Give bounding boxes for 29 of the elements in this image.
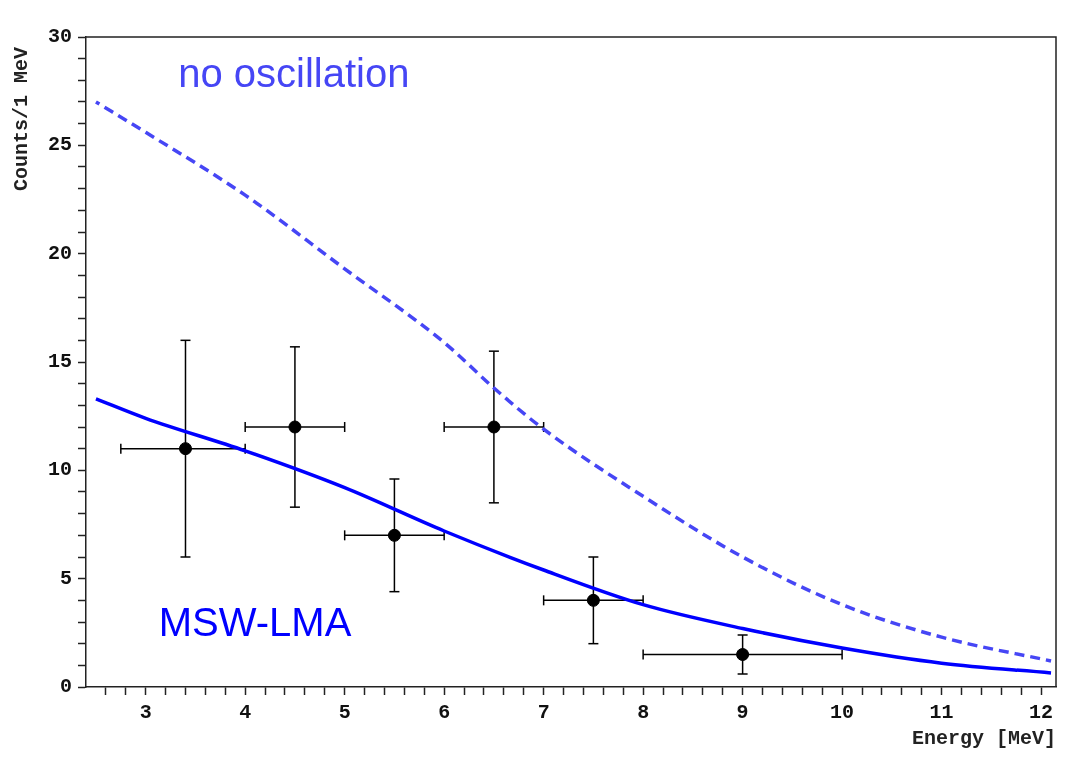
x-tick-label: 4 [239, 701, 252, 725]
x-tick-label: 11 [929, 701, 954, 725]
series-label: no oscillation [178, 51, 410, 96]
y-tick-label: 0 [59, 675, 72, 699]
x-tick-label: 5 [338, 701, 351, 725]
point [736, 648, 750, 661]
text: MSW-LMA [158, 600, 352, 645]
point [387, 528, 401, 542]
x-tick-label: 10 [830, 701, 855, 725]
x-tick-label: 12 [1029, 701, 1054, 725]
x-tick-label: 9 [736, 701, 749, 725]
x-tick-label: 6 [438, 701, 451, 725]
y-tick-label: 30 [47, 25, 72, 49]
point [288, 420, 302, 434]
point [586, 593, 600, 607]
y-axis-title: Counts/1 MeV [10, 47, 34, 192]
point [487, 420, 501, 434]
point [178, 442, 192, 456]
x-tick-label: 3 [139, 701, 152, 725]
y-tick-label: 20 [47, 241, 72, 265]
y-tick-label: 15 [47, 350, 72, 374]
y-tick-label: 5 [59, 566, 72, 590]
x-axis-title: Energy [MeV] [911, 727, 1056, 751]
x-tick-label: 7 [537, 701, 550, 725]
line-series [94, 100, 1053, 663]
y-tick-label: 25 [47, 133, 72, 157]
y-tick-label: 10 [47, 458, 72, 482]
line-series [94, 397, 1053, 675]
x-tick-label: 8 [637, 701, 650, 725]
